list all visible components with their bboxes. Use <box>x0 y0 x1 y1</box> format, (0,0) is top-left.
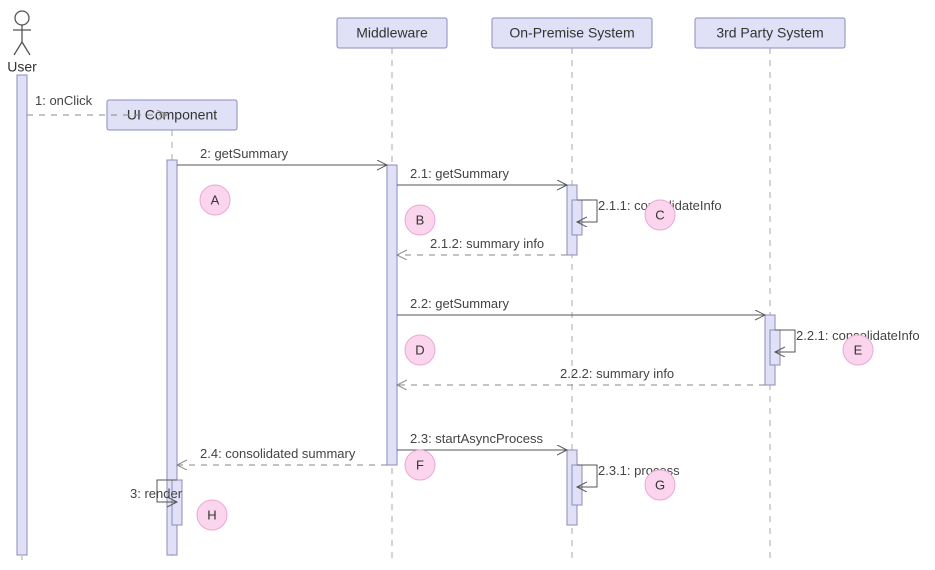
message-label: 2.2.2: summary info <box>560 366 674 381</box>
actor-leg-l <box>14 42 22 55</box>
badge-label-A: A <box>211 192 220 207</box>
message-label: 2.1.2: summary info <box>430 236 544 251</box>
message-label: 2.1: getSummary <box>410 166 509 181</box>
activation-mw <box>387 165 397 465</box>
message-label: 1: onClick <box>35 93 93 108</box>
message-label: 3: render <box>130 486 183 501</box>
badge-label-H: H <box>207 507 216 522</box>
message-label: 2: getSummary <box>200 146 289 161</box>
participant-label-ops: On-Premise System <box>509 25 634 41</box>
badge-label-E: E <box>854 342 863 357</box>
badge-label-G: G <box>655 477 665 492</box>
actor-head-icon <box>15 11 29 25</box>
participant-label-mw: Middleware <box>356 25 428 41</box>
participant-label-tps: 3rd Party System <box>716 25 823 41</box>
message-label: 2.3: startAsyncProcess <box>410 431 543 446</box>
badge-label-D: D <box>415 342 424 357</box>
message-label: 2.4: consolidated summary <box>200 446 356 461</box>
activation-tps2 <box>770 330 780 365</box>
badge-label-F: F <box>416 457 424 472</box>
sequence-diagram: UserUI ComponentMiddlewareOn-Premise Sys… <box>0 0 935 570</box>
activation-ops4 <box>572 465 582 505</box>
message-label: 2.2: getSummary <box>410 296 509 311</box>
badge-label-B: B <box>416 212 425 227</box>
activation-ops2 <box>572 200 582 235</box>
badge-label-C: C <box>655 207 664 222</box>
actor-label: User <box>7 59 37 75</box>
activation-user <box>17 75 27 555</box>
actor-leg-r <box>22 42 30 55</box>
